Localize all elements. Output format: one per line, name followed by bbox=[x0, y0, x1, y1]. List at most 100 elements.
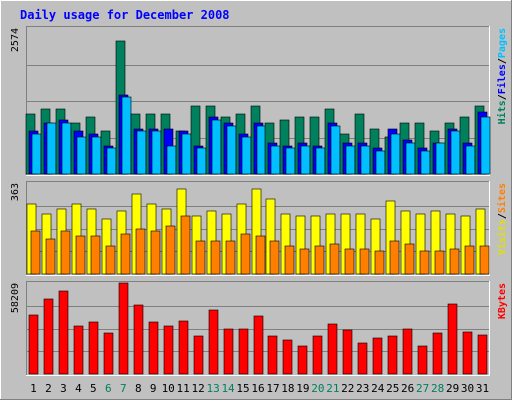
bar-sites-day-24 bbox=[374, 250, 385, 275]
x-tick-label: 8 bbox=[135, 382, 142, 395]
x-tick-label: 13 bbox=[206, 382, 219, 395]
bar-kbytes-day-23 bbox=[357, 342, 368, 375]
bar-kbytes-day-19 bbox=[297, 345, 308, 375]
bar-kbytes-day-12 bbox=[193, 335, 204, 375]
legend-entry: Hits bbox=[496, 100, 508, 124]
x-tick-label: 21 bbox=[326, 382, 339, 395]
bar-pages-day-13 bbox=[211, 119, 222, 175]
y-max-label: 2574 bbox=[10, 28, 21, 52]
bar-sites-day-9 bbox=[150, 230, 161, 275]
bar-pages-day-4 bbox=[76, 136, 87, 175]
bar-sites-day-15 bbox=[240, 233, 251, 275]
bar-sites-day-21 bbox=[329, 243, 340, 275]
legend-entry: Visits bbox=[496, 219, 508, 255]
x-tick-label: 15 bbox=[236, 382, 249, 395]
bar-kbytes-day-21 bbox=[327, 323, 338, 375]
bar-sites-day-11 bbox=[180, 215, 191, 275]
x-tick-label: 16 bbox=[251, 382, 264, 395]
bar-kbytes-day-1 bbox=[28, 314, 39, 375]
bar-pages-day-25 bbox=[390, 133, 401, 175]
x-tick-label: 31 bbox=[476, 382, 489, 395]
bar-kbytes-day-18 bbox=[282, 339, 293, 375]
bar-kbytes-day-22 bbox=[342, 329, 353, 375]
x-tick-label: 17 bbox=[266, 382, 279, 395]
legend-entry: Sites bbox=[496, 183, 508, 213]
y-max-label: 58209 bbox=[10, 283, 21, 313]
bar-kbytes-day-16 bbox=[253, 315, 264, 375]
bar-sites-day-6 bbox=[105, 245, 116, 275]
bar-sites-day-17 bbox=[269, 240, 280, 275]
bar-kbytes-day-9 bbox=[148, 321, 159, 375]
bar-kbytes-day-2 bbox=[43, 298, 54, 375]
bar-pages-day-30 bbox=[465, 145, 476, 175]
legend-entry: KBytes bbox=[497, 283, 508, 319]
bar-pages-day-17 bbox=[270, 145, 281, 175]
bar-sites-day-1 bbox=[30, 230, 41, 275]
bar-pages-day-20 bbox=[315, 147, 326, 175]
bar-sites-day-18 bbox=[284, 245, 295, 275]
x-tick-label: 22 bbox=[341, 382, 354, 395]
bar-kbytes-day-20 bbox=[312, 335, 323, 375]
bar-pages-day-21 bbox=[330, 125, 341, 175]
bar-pages-day-11 bbox=[181, 133, 192, 175]
x-tick-label: 29 bbox=[446, 382, 459, 395]
x-tick-label: 19 bbox=[296, 382, 309, 395]
bar-sites-day-12 bbox=[195, 240, 206, 275]
x-tick-label: 3 bbox=[60, 382, 67, 395]
bar-kbytes-day-15 bbox=[238, 328, 249, 375]
bar-pages-day-8 bbox=[136, 130, 147, 175]
bar-sites-day-31 bbox=[479, 245, 490, 275]
bar-sites-day-20 bbox=[314, 245, 325, 275]
bar-pages-day-3 bbox=[61, 122, 72, 175]
chart-title: Daily usage for December 2008 bbox=[20, 8, 230, 22]
bar-pages-day-24 bbox=[375, 150, 386, 175]
legend-entry: / bbox=[497, 213, 508, 219]
chart-panels: 2574Hits/Files/Pages363Visits/Sites58209… bbox=[10, 26, 508, 376]
bar-pages-day-23 bbox=[360, 145, 371, 175]
bar-pages-day-2 bbox=[46, 122, 57, 175]
bar-sites-day-16 bbox=[255, 235, 266, 275]
bar-kbytes-day-4 bbox=[73, 325, 84, 375]
bar-sites-day-23 bbox=[359, 248, 370, 275]
x-tick-label: 1 bbox=[30, 382, 37, 395]
bar-sites-day-8 bbox=[135, 228, 146, 275]
bar-sites-day-19 bbox=[299, 248, 310, 275]
bar-sites-day-3 bbox=[60, 230, 71, 275]
x-tick-label: 10 bbox=[162, 382, 175, 395]
x-tick-label: 24 bbox=[371, 382, 385, 395]
bar-sites-day-7 bbox=[120, 233, 131, 275]
bar-kbytes-day-25 bbox=[387, 335, 398, 375]
bar-pages-day-22 bbox=[345, 145, 356, 175]
bar-pages-day-7 bbox=[121, 96, 132, 175]
bar-pages-day-14 bbox=[226, 125, 237, 175]
x-tick-label: 9 bbox=[150, 382, 157, 395]
bar-kbytes-day-10 bbox=[163, 325, 174, 375]
bar-pages-day-1 bbox=[31, 133, 42, 175]
x-tick-label: 26 bbox=[401, 382, 414, 395]
series-legend: Visits/Sites bbox=[496, 183, 508, 255]
bar-sites-day-30 bbox=[464, 245, 475, 275]
bar-pages-day-18 bbox=[285, 147, 296, 175]
bar-sites-day-13 bbox=[210, 240, 221, 275]
x-tick-label: 28 bbox=[431, 382, 444, 395]
bar-pages-day-5 bbox=[91, 136, 102, 175]
panel-3: 58209 KBytes bbox=[10, 281, 508, 376]
x-tick-label: 23 bbox=[356, 382, 369, 395]
x-axis-labels: 1 2 3 4 5 6 7 8 9 10 11 12 13 14 15 16 17 18 19 20 21 22 23 24 2… bbox=[30, 382, 489, 395]
y-max-label: 363 bbox=[10, 183, 21, 201]
bar-pages-day-10 bbox=[166, 145, 177, 175]
x-tick-label: 6 bbox=[105, 382, 112, 395]
bar-pages-day-9 bbox=[151, 130, 162, 175]
bar-sites-day-26 bbox=[404, 243, 415, 275]
bar-sites-day-10 bbox=[165, 225, 176, 275]
bar-kbytes-day-31 bbox=[477, 334, 488, 375]
bar-pages-day-29 bbox=[450, 130, 461, 175]
x-tick-label: 11 bbox=[177, 382, 190, 395]
bar-pages-day-28 bbox=[435, 142, 446, 175]
bar-pages-day-31 bbox=[480, 116, 491, 175]
bar-kbytes-day-24 bbox=[372, 337, 383, 375]
x-tick-label: 2 bbox=[45, 382, 52, 395]
bar-sites-day-4 bbox=[75, 235, 86, 275]
